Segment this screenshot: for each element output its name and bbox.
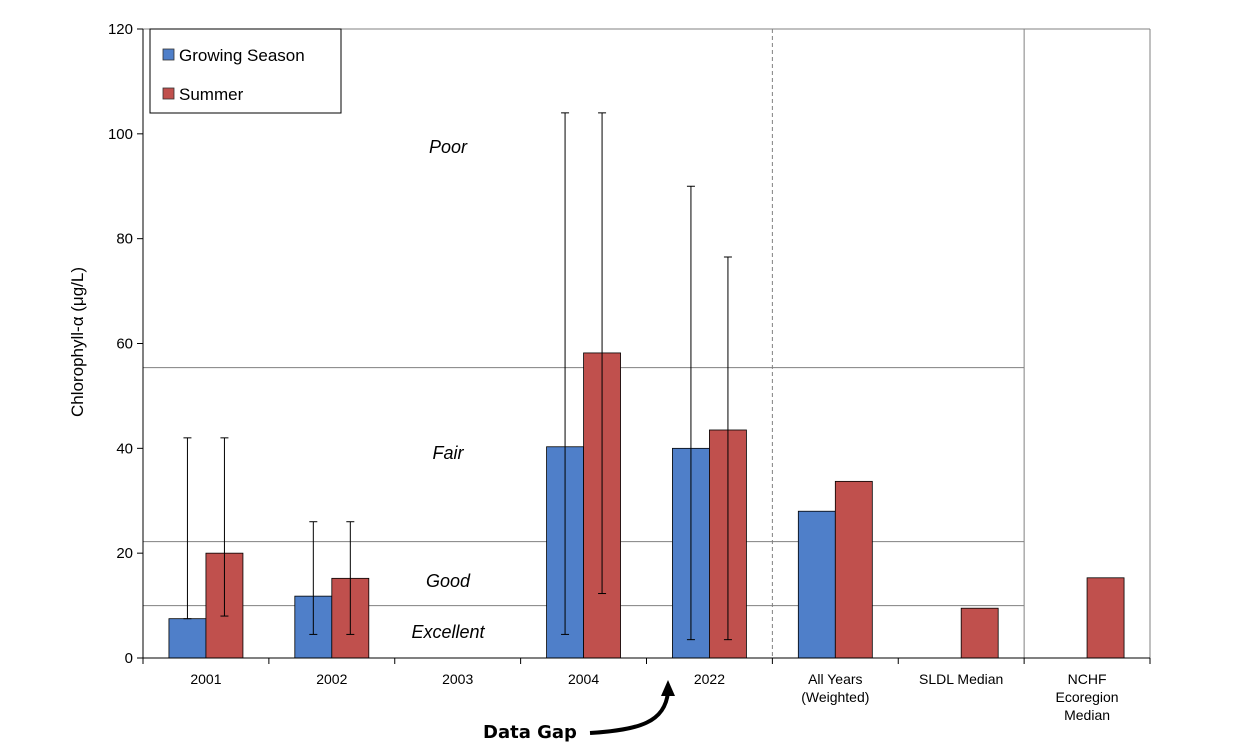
x-category-label: 2022	[694, 671, 725, 687]
zone-label-good: Good	[426, 571, 471, 591]
y-axis-title: Chlorophyll-α (μg/L)	[68, 267, 87, 417]
error-bar	[686, 185, 695, 641]
error-bar	[309, 521, 318, 635]
error-bar	[723, 256, 732, 641]
error-bar	[598, 112, 607, 595]
data-gap-annotation: Data Gap	[483, 680, 675, 742]
y-tick-label: 40	[116, 440, 133, 457]
zone-label-excellent: Excellent	[411, 622, 485, 642]
bar-growing-season	[168, 618, 207, 659]
x-category-label: 2002	[316, 671, 347, 687]
legend-label-growing-season: Growing Season	[179, 46, 305, 65]
legend-swatch-growing-season	[162, 48, 175, 61]
legend-label-summer: Summer	[179, 85, 244, 104]
bar-summer	[1086, 577, 1125, 659]
zone-label-fair: Fair	[433, 443, 465, 463]
error-bar	[561, 112, 570, 635]
data-gap-arrow-shaft	[589, 691, 670, 735]
error-bar	[346, 521, 355, 635]
data-gap-label: Data Gap	[483, 722, 577, 742]
y-tick-label: 0	[125, 650, 133, 667]
bar-summer	[960, 607, 999, 659]
x-category-label: 2004	[568, 671, 599, 687]
y-tick-label: 80	[116, 231, 133, 248]
x-category-label: (Weighted)	[801, 689, 869, 705]
error-bar	[220, 437, 229, 617]
y-tick-label: 120	[108, 21, 133, 38]
x-category-label: Median	[1064, 707, 1110, 723]
x-category-label: NCHF	[1068, 671, 1107, 687]
x-category-label: SLDL Median	[919, 671, 1003, 687]
bar-summer	[834, 480, 873, 659]
y-tick-label: 60	[116, 336, 133, 353]
x-category-label: Ecoregion	[1056, 689, 1119, 705]
legend: Growing Season Summer	[149, 28, 342, 114]
legend-swatch-summer	[162, 87, 175, 100]
y-axis: 0 20 40 60 80 100 120	[108, 21, 144, 667]
legend-box	[149, 28, 342, 114]
x-category-label: All Years	[808, 671, 862, 687]
y-tick-label: 100	[108, 126, 133, 143]
y-tick-label: 20	[116, 545, 133, 562]
error-bar	[183, 437, 192, 620]
bar-growing-season	[797, 510, 836, 659]
zone-label-poor: Poor	[429, 137, 468, 157]
error-bars-group	[183, 112, 732, 641]
x-axis: 2001 2002 2003 2004 2022 All Years (Weighted) S…	[142, 657, 1151, 723]
x-category-label: 2001	[190, 671, 221, 687]
x-category-label: 2003	[442, 671, 473, 687]
data-gap-arrow-head	[661, 680, 675, 696]
